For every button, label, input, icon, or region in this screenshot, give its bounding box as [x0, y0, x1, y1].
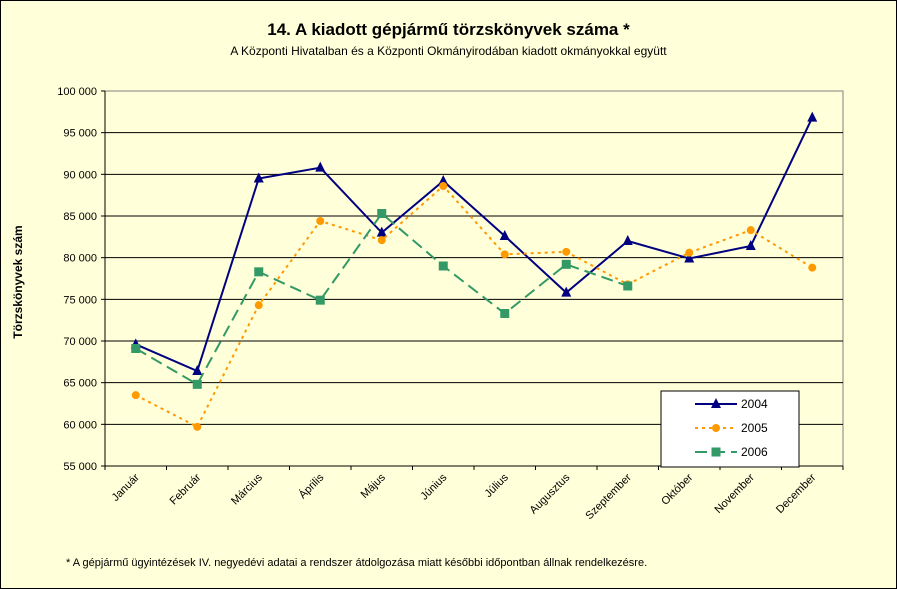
data-point-2005	[562, 247, 571, 256]
legend-label-2005: 2005	[741, 421, 768, 435]
x-tick-label: Július	[482, 471, 511, 500]
data-point-2005	[193, 422, 202, 431]
data-point-2005	[131, 391, 140, 400]
data-point-2006	[561, 259, 571, 269]
data-point-2005	[377, 236, 386, 245]
x-tick-label: Június	[418, 471, 449, 502]
y-tick-label: 65 000	[63, 378, 97, 390]
data-point-2005	[254, 301, 263, 310]
data-point-2004	[438, 175, 449, 185]
y-tick-label: 95 000	[63, 128, 97, 140]
x-tick-label: December	[774, 471, 819, 516]
data-point-2004	[561, 286, 572, 297]
data-point-2004	[499, 230, 510, 240]
legend-marker-2005	[712, 424, 720, 432]
series-line-2005	[135, 184, 813, 429]
series-line-2006	[135, 212, 629, 386]
chart-title: 14. A kiadott gépjármű törzskönyvek szám…	[267, 20, 630, 39]
data-point-2006	[500, 309, 510, 318]
data-point-2004	[745, 240, 756, 250]
data-point-2004	[376, 226, 387, 237]
x-tick-label: Május	[359, 471, 389, 501]
data-point-2004	[684, 252, 695, 263]
data-point-2005	[439, 182, 448, 190]
x-tick-label: Április	[296, 471, 327, 502]
y-tick-label: 60 000	[63, 419, 97, 431]
legend-marker-2006	[711, 447, 721, 457]
data-point-2005	[746, 226, 755, 235]
chart-subtitle: A Központi Hivatalban és a Központi Okmá…	[230, 44, 667, 58]
data-point-2004	[315, 161, 326, 172]
x-tick-label: Szeptember	[583, 471, 634, 522]
data-point-2005	[500, 250, 509, 259]
data-point-2006	[254, 267, 264, 277]
data-point-2004	[807, 111, 818, 122]
data-point-2006	[131, 344, 141, 353]
x-tick-label: Március	[229, 471, 265, 507]
legend-marker-2004	[711, 398, 721, 408]
series-line-2004	[135, 117, 814, 373]
data-point-2006	[438, 261, 448, 271]
legend-label-2006: 2006	[741, 445, 768, 459]
legend-label-2004: 2004	[741, 397, 768, 411]
x-tick-label: Január	[110, 471, 143, 504]
data-point-2005	[316, 217, 325, 225]
y-tick-label: 100 000	[57, 86, 97, 98]
x-tick-label: Augusztus	[528, 471, 573, 516]
y-tick-label: 80 000	[63, 253, 97, 265]
y-tick-label: 55 000	[63, 461, 97, 473]
data-point-2006	[192, 379, 202, 389]
data-point-2004	[253, 172, 264, 183]
x-tick-label: Október	[659, 471, 695, 507]
data-point-2005	[808, 263, 817, 272]
data-point-2006	[315, 295, 325, 305]
y-tick-label: 70 000	[63, 336, 97, 348]
x-tick-label: November	[713, 471, 758, 516]
data-point-2004	[192, 365, 203, 375]
data-point-2004	[622, 235, 633, 245]
y-tick-label: 90 000	[63, 169, 97, 181]
data-point-2006	[377, 209, 387, 218]
data-point-2005	[685, 248, 694, 257]
x-tick-label: Február	[168, 471, 204, 507]
y-tick-label: 75 000	[63, 294, 97, 306]
data-point-2006	[623, 281, 633, 291]
footnote: * A gépjármű ügyintézések IV. negyedévi …	[66, 557, 648, 569]
y-tick-label: 85 000	[63, 211, 97, 223]
